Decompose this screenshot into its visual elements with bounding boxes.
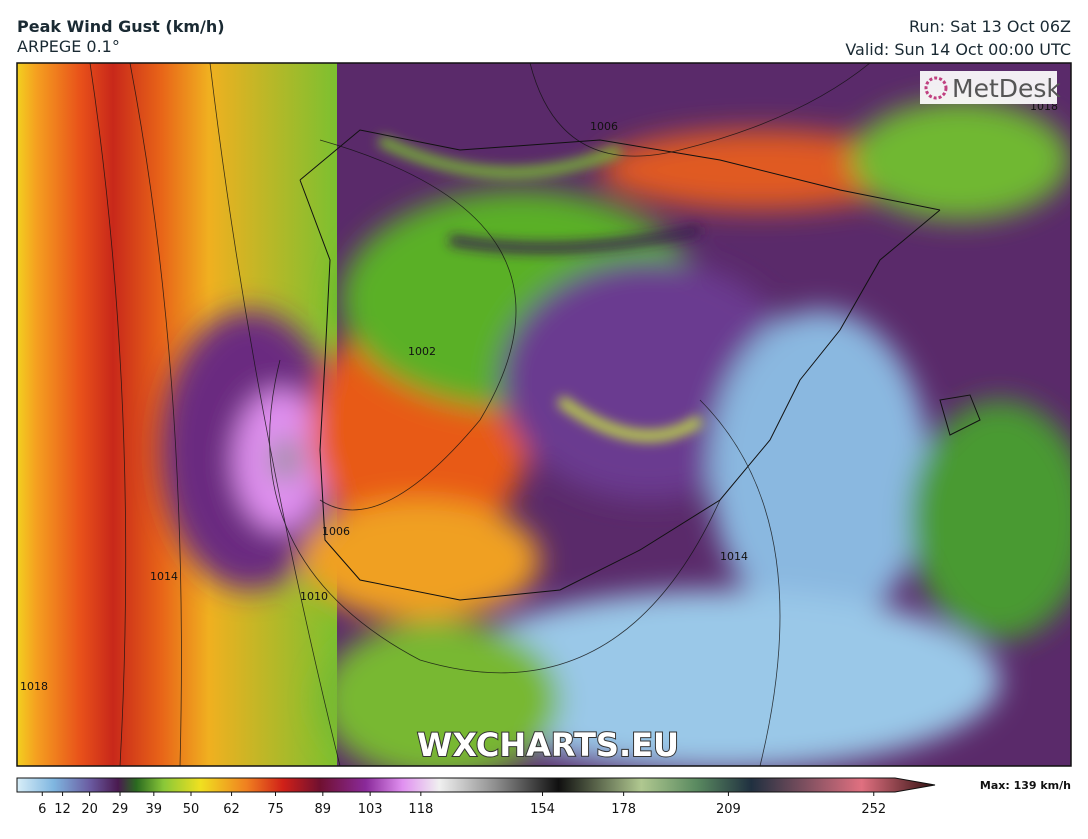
- logo: MetDesk: [952, 74, 1061, 103]
- colorbar-tick-label: 50: [183, 802, 200, 817]
- colorbar-tick-label: 39: [146, 802, 163, 817]
- colorbar-tick-label: 89: [315, 802, 332, 817]
- isobar-label: 1014: [150, 570, 178, 583]
- map-frame: [16, 62, 1072, 767]
- colorbar-tick-label: 62: [223, 802, 240, 817]
- isobar-label: 1006: [590, 120, 618, 133]
- colorbar-tick-label: 178: [611, 802, 636, 817]
- colorbar-tick-label: 29: [112, 802, 129, 817]
- isobar-label: 1006: [322, 525, 350, 538]
- isobar-label: 1018: [20, 680, 48, 693]
- watermark: WXCHARTS.EU: [417, 726, 679, 764]
- title: Peak Wind Gust (km/h): [17, 17, 225, 36]
- colorbar-tick-label: 154: [530, 802, 555, 817]
- max-label: Max: 139 km/h: [980, 779, 1071, 792]
- colorbar: 6 12 20 29 39 50 62 75 89 103 118 154 178 209 252: [16, 777, 936, 817]
- run-time: Run: Sat 13 Oct 06Z: [909, 17, 1071, 36]
- colorbar-tick-label: 20: [81, 802, 98, 817]
- colorbar-tick-label: 252: [861, 802, 886, 817]
- map: 1006 1002 1006 1014 1010 1018 1014 1018 …: [17, 63, 1071, 766]
- colorbar-tick-label: 103: [358, 802, 383, 817]
- isobar-label: 1010: [300, 590, 328, 603]
- isobar-label: 1014: [720, 550, 748, 563]
- colorbar-tick-label: 6: [38, 802, 46, 817]
- subtitle: ARPEGE 0.1°: [17, 37, 120, 56]
- colorbar-tick-label: 75: [267, 802, 284, 817]
- valid-time: Valid: Sun 14 Oct 00:00 UTC: [845, 40, 1071, 59]
- colorbar-tick-label: 118: [408, 802, 433, 817]
- colorbar-tick-label: 209: [716, 802, 741, 817]
- isobar-label: 1002: [408, 345, 436, 358]
- colorbar-tick-label: 12: [54, 802, 71, 817]
